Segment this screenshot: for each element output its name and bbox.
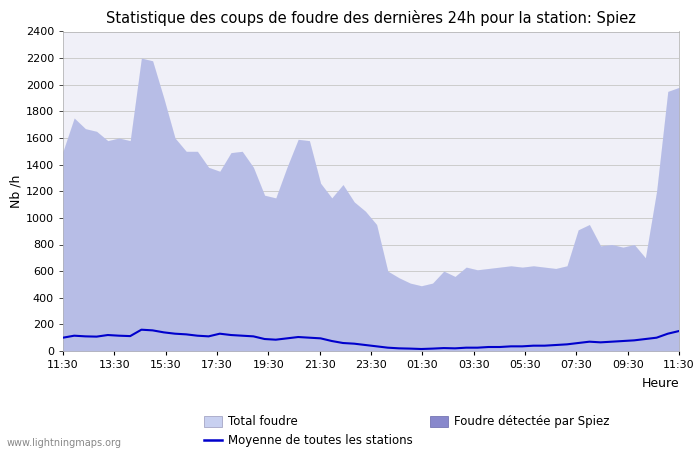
Y-axis label: Nb /h: Nb /h	[10, 175, 23, 208]
Legend: Total foudre, Moyenne de toutes les stations, Foudre détectée par Spiez: Total foudre, Moyenne de toutes les stat…	[204, 415, 610, 447]
Title: Statistique des coups de foudre des dernières 24h pour la station: Spiez: Statistique des coups de foudre des dern…	[106, 10, 636, 26]
Text: www.lightningmaps.org: www.lightningmaps.org	[7, 438, 122, 448]
Text: Heure: Heure	[641, 377, 679, 390]
